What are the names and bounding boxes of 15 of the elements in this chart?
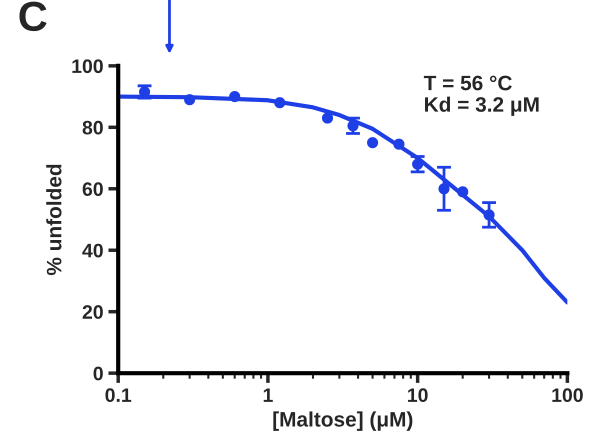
x-tick-label: 100 (552, 388, 583, 402)
text: C (19, 2, 47, 32)
annotation: Kd = 3.2 μM (425, 96, 539, 116)
y-tick-label: 60 (82, 182, 103, 196)
x-tick-label: 1 (264, 388, 273, 402)
y-tick-label: 20 (82, 305, 103, 319)
y-tick-label: 100 (72, 59, 103, 74)
x-tick-label: 0.1 (105, 388, 132, 402)
annotation: T = 56 °C (424, 76, 512, 90)
y-tick-label: 80 (82, 120, 103, 135)
y-tick-label: 0 (94, 366, 103, 380)
y-axis-title: % unfolded (46, 164, 62, 276)
y-tick-label: 40 (82, 244, 103, 258)
x-tick-label: 10 (408, 388, 428, 402)
x-axis-title: [Maltose] (μM) (273, 411, 412, 431)
